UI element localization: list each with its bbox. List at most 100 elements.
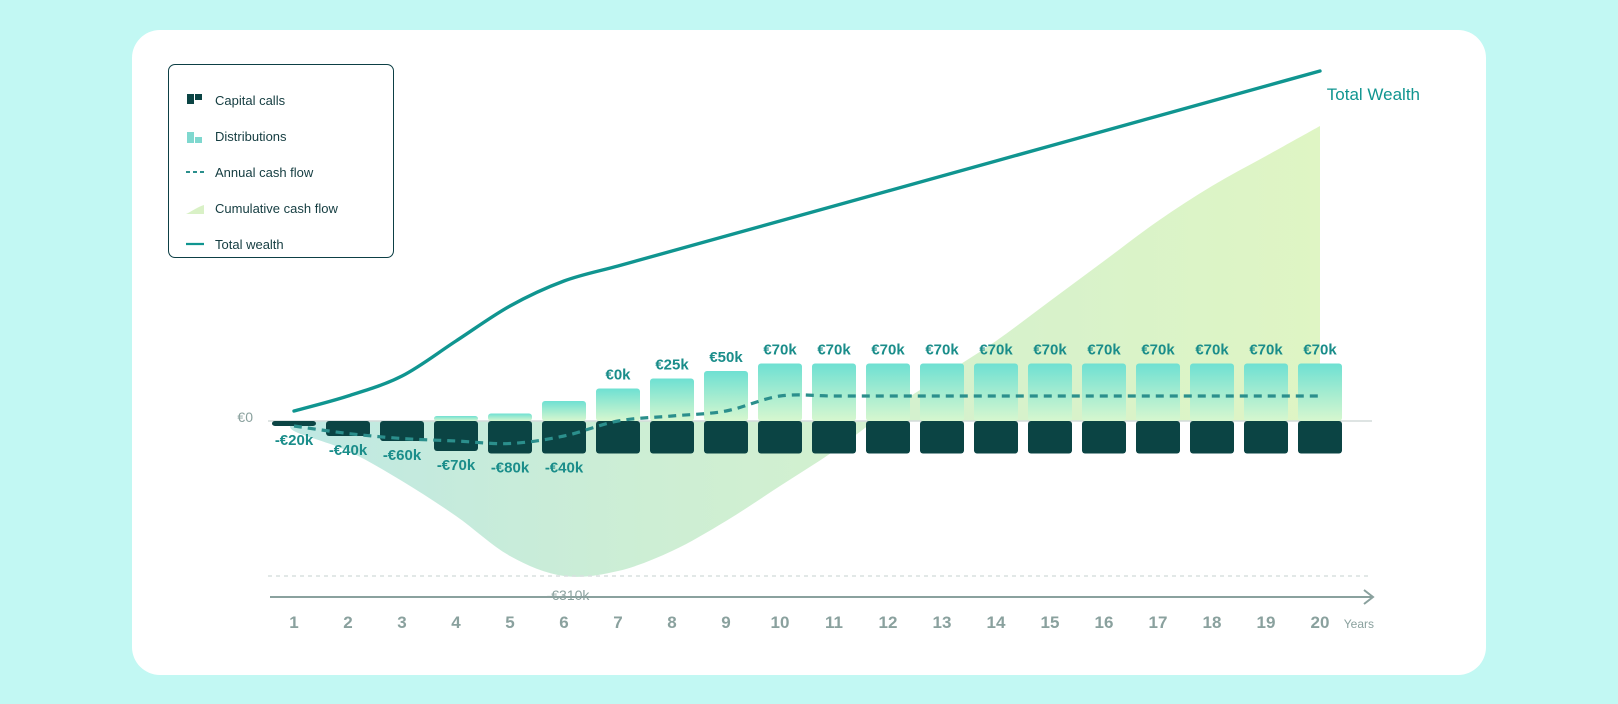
cumulative-cash-flow-area xyxy=(290,126,1320,577)
solid-line-swatch-icon xyxy=(185,237,205,251)
bar-value-label: €25k xyxy=(655,357,689,374)
bar-value-label: €70k xyxy=(871,342,905,359)
x-tick-label: 11 xyxy=(825,613,843,632)
capital-call-bar xyxy=(1082,421,1126,454)
bar-value-label: €0k xyxy=(605,367,631,384)
distribution-bar xyxy=(1244,363,1288,421)
x-tick-label: 7 xyxy=(613,613,622,632)
legend-item-annual-cash-flow: Annual cash flow xyxy=(185,154,393,190)
bar-value-label: -€40k xyxy=(329,442,368,459)
legend-item-distributions: Distributions xyxy=(185,118,393,154)
x-tick-label: 9 xyxy=(721,613,730,632)
legend-label: Capital calls xyxy=(215,92,286,108)
capital-call-bar xyxy=(920,421,964,454)
capital-call-bar xyxy=(1190,421,1234,454)
distribution-bar xyxy=(1028,363,1072,421)
x-tick-label: 3 xyxy=(397,613,406,632)
capital-call-bar xyxy=(488,421,532,454)
distribution-bar xyxy=(434,416,478,421)
capital-call-bar xyxy=(326,421,370,436)
area-swatch-icon xyxy=(185,201,205,215)
distribution-bar xyxy=(704,371,748,421)
capital-call-bar xyxy=(272,421,316,426)
legend-label: Cumulative cash flow xyxy=(215,200,338,216)
legend-label: Annual cash flow xyxy=(215,164,314,180)
bar-value-label: €70k xyxy=(1249,342,1283,359)
distribution-bar xyxy=(542,401,586,421)
capital-call-bar xyxy=(434,421,478,451)
x-tick-label: 1 xyxy=(289,613,298,632)
distribution-bar xyxy=(1190,363,1234,421)
x-tick-label: 4 xyxy=(451,613,461,632)
bar-value-label: €50k xyxy=(709,349,743,366)
x-tick-label: 12 xyxy=(879,613,898,632)
total-wealth-line xyxy=(292,69,1322,413)
distributions-swatch-icon xyxy=(185,129,205,143)
capital-call-bar xyxy=(380,421,424,441)
x-tick-label: 19 xyxy=(1257,613,1276,632)
capital-calls-swatch-icon xyxy=(185,93,205,107)
capital-call-bar xyxy=(596,421,640,454)
capital-call-bar xyxy=(812,421,856,454)
x-tick-label: 8 xyxy=(667,613,676,632)
x-tick-label: 20 xyxy=(1311,613,1330,632)
distribution-bar xyxy=(758,363,802,421)
x-axis-arrow-icon xyxy=(1363,589,1375,605)
x-tick-label: 5 xyxy=(505,613,514,632)
capital-call-bar xyxy=(1136,421,1180,454)
bar-value-label: -€40k xyxy=(545,460,584,477)
distribution-bar xyxy=(488,413,532,421)
bar-value-label: €70k xyxy=(1087,342,1121,359)
distribution-bar xyxy=(1298,363,1342,421)
distribution-bar xyxy=(920,363,964,421)
chart-legend: Capital calls Distributions Annual cash … xyxy=(168,64,394,258)
distribution-bar xyxy=(1082,363,1126,421)
capital-call-bar xyxy=(650,421,694,454)
x-tick-label: 17 xyxy=(1149,613,1168,632)
bar-value-label: €70k xyxy=(1303,342,1337,359)
x-axis-title: Years xyxy=(1344,617,1374,631)
bar-value-label: -€20k xyxy=(275,432,314,449)
legend-item-cumulative-cash-flow: Cumulative cash flow xyxy=(185,190,393,226)
legend-label: Distributions xyxy=(215,128,287,144)
x-tick-label: 10 xyxy=(771,613,790,632)
distribution-bar xyxy=(812,363,856,421)
bar-value-label: €70k xyxy=(979,342,1013,359)
distribution-bar xyxy=(866,363,910,421)
x-tick-label: 14 xyxy=(987,613,1006,632)
capital-call-bar xyxy=(1028,421,1072,454)
bar-value-label: -€80k xyxy=(491,460,530,477)
bar-value-label: €70k xyxy=(763,342,797,359)
capital-call-bar xyxy=(1244,421,1288,454)
distribution-bar xyxy=(974,363,1018,421)
capital-call-bar xyxy=(866,421,910,454)
bar-value-label: -€70k xyxy=(437,457,476,474)
bar-value-label: €70k xyxy=(925,342,959,359)
distribution-bar xyxy=(596,388,640,421)
annual-cash-flow-line xyxy=(293,393,1320,446)
x-tick-label: 18 xyxy=(1203,613,1222,632)
capital-call-bar xyxy=(704,421,748,454)
bar-value-label: €70k xyxy=(1195,342,1229,359)
x-tick-label: 13 xyxy=(933,613,952,632)
bar-value-label: €70k xyxy=(1141,342,1175,359)
x-tick-label: 6 xyxy=(559,613,568,632)
x-tick-label: 2 xyxy=(343,613,352,632)
zero-axis-label: €0 xyxy=(237,409,253,425)
x-tick-label: 15 xyxy=(1041,613,1060,632)
distribution-bar xyxy=(1136,363,1180,421)
legend-label: Total wealth xyxy=(215,236,284,252)
distribution-bar xyxy=(650,378,694,421)
bar-value-label: €70k xyxy=(1033,342,1067,359)
capital-call-bar xyxy=(1298,421,1342,454)
bar-value-label: €70k xyxy=(817,342,851,359)
legend-item-capital-calls: Capital calls xyxy=(185,82,393,118)
dashed-line-swatch-icon xyxy=(185,165,205,179)
capital-call-bar xyxy=(758,421,802,454)
total-wealth-label: Total Wealth xyxy=(1327,85,1420,104)
capital-call-bar xyxy=(974,421,1018,454)
min-cumulative-label: -€310k xyxy=(547,587,591,603)
x-tick-label: 16 xyxy=(1095,613,1114,632)
legend-item-total-wealth: Total wealth xyxy=(185,226,393,262)
